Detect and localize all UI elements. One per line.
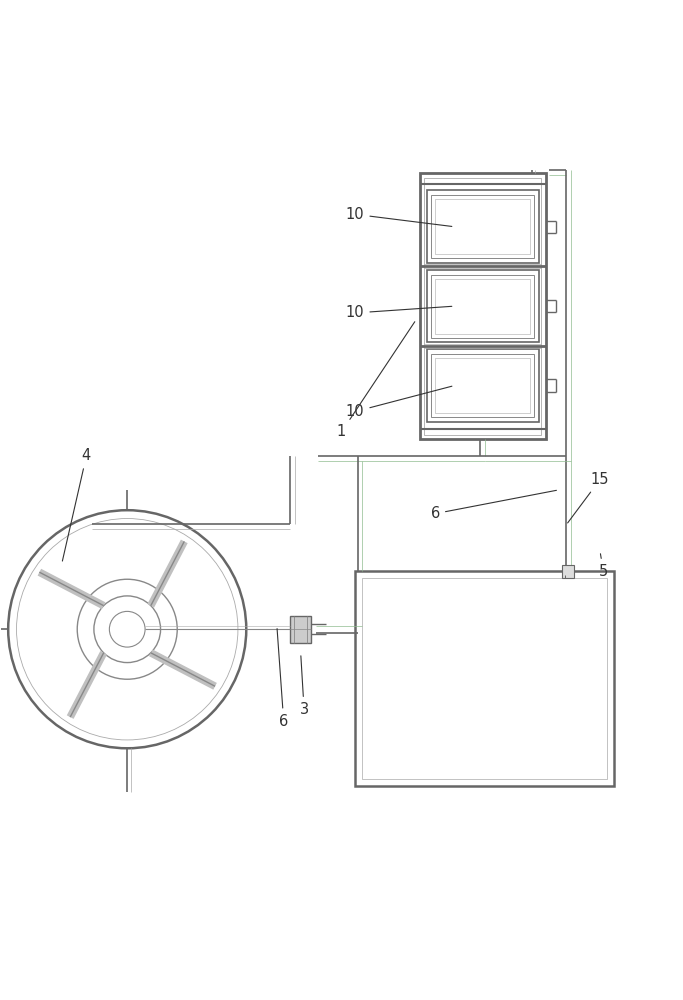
Bar <box>290 616 311 643</box>
Bar <box>426 270 539 342</box>
Bar <box>435 279 530 334</box>
Text: 10: 10 <box>346 305 452 320</box>
Text: 5: 5 <box>599 554 608 579</box>
Bar <box>424 178 542 435</box>
Text: 4: 4 <box>62 448 91 561</box>
Text: 3: 3 <box>300 656 309 717</box>
Text: 10: 10 <box>346 207 452 226</box>
Text: 6: 6 <box>277 629 288 729</box>
Text: 1: 1 <box>337 322 415 439</box>
Bar <box>431 275 534 338</box>
Bar <box>431 354 534 417</box>
Bar <box>362 578 607 779</box>
Text: 6: 6 <box>431 490 557 521</box>
Bar <box>426 349 539 422</box>
Text: 10: 10 <box>346 386 452 419</box>
Bar <box>355 571 613 786</box>
Bar <box>435 199 530 254</box>
Text: 15: 15 <box>568 472 609 523</box>
Bar <box>426 190 539 263</box>
Bar <box>431 195 534 258</box>
Bar <box>562 565 574 578</box>
Bar <box>435 358 530 413</box>
Bar <box>420 173 546 439</box>
